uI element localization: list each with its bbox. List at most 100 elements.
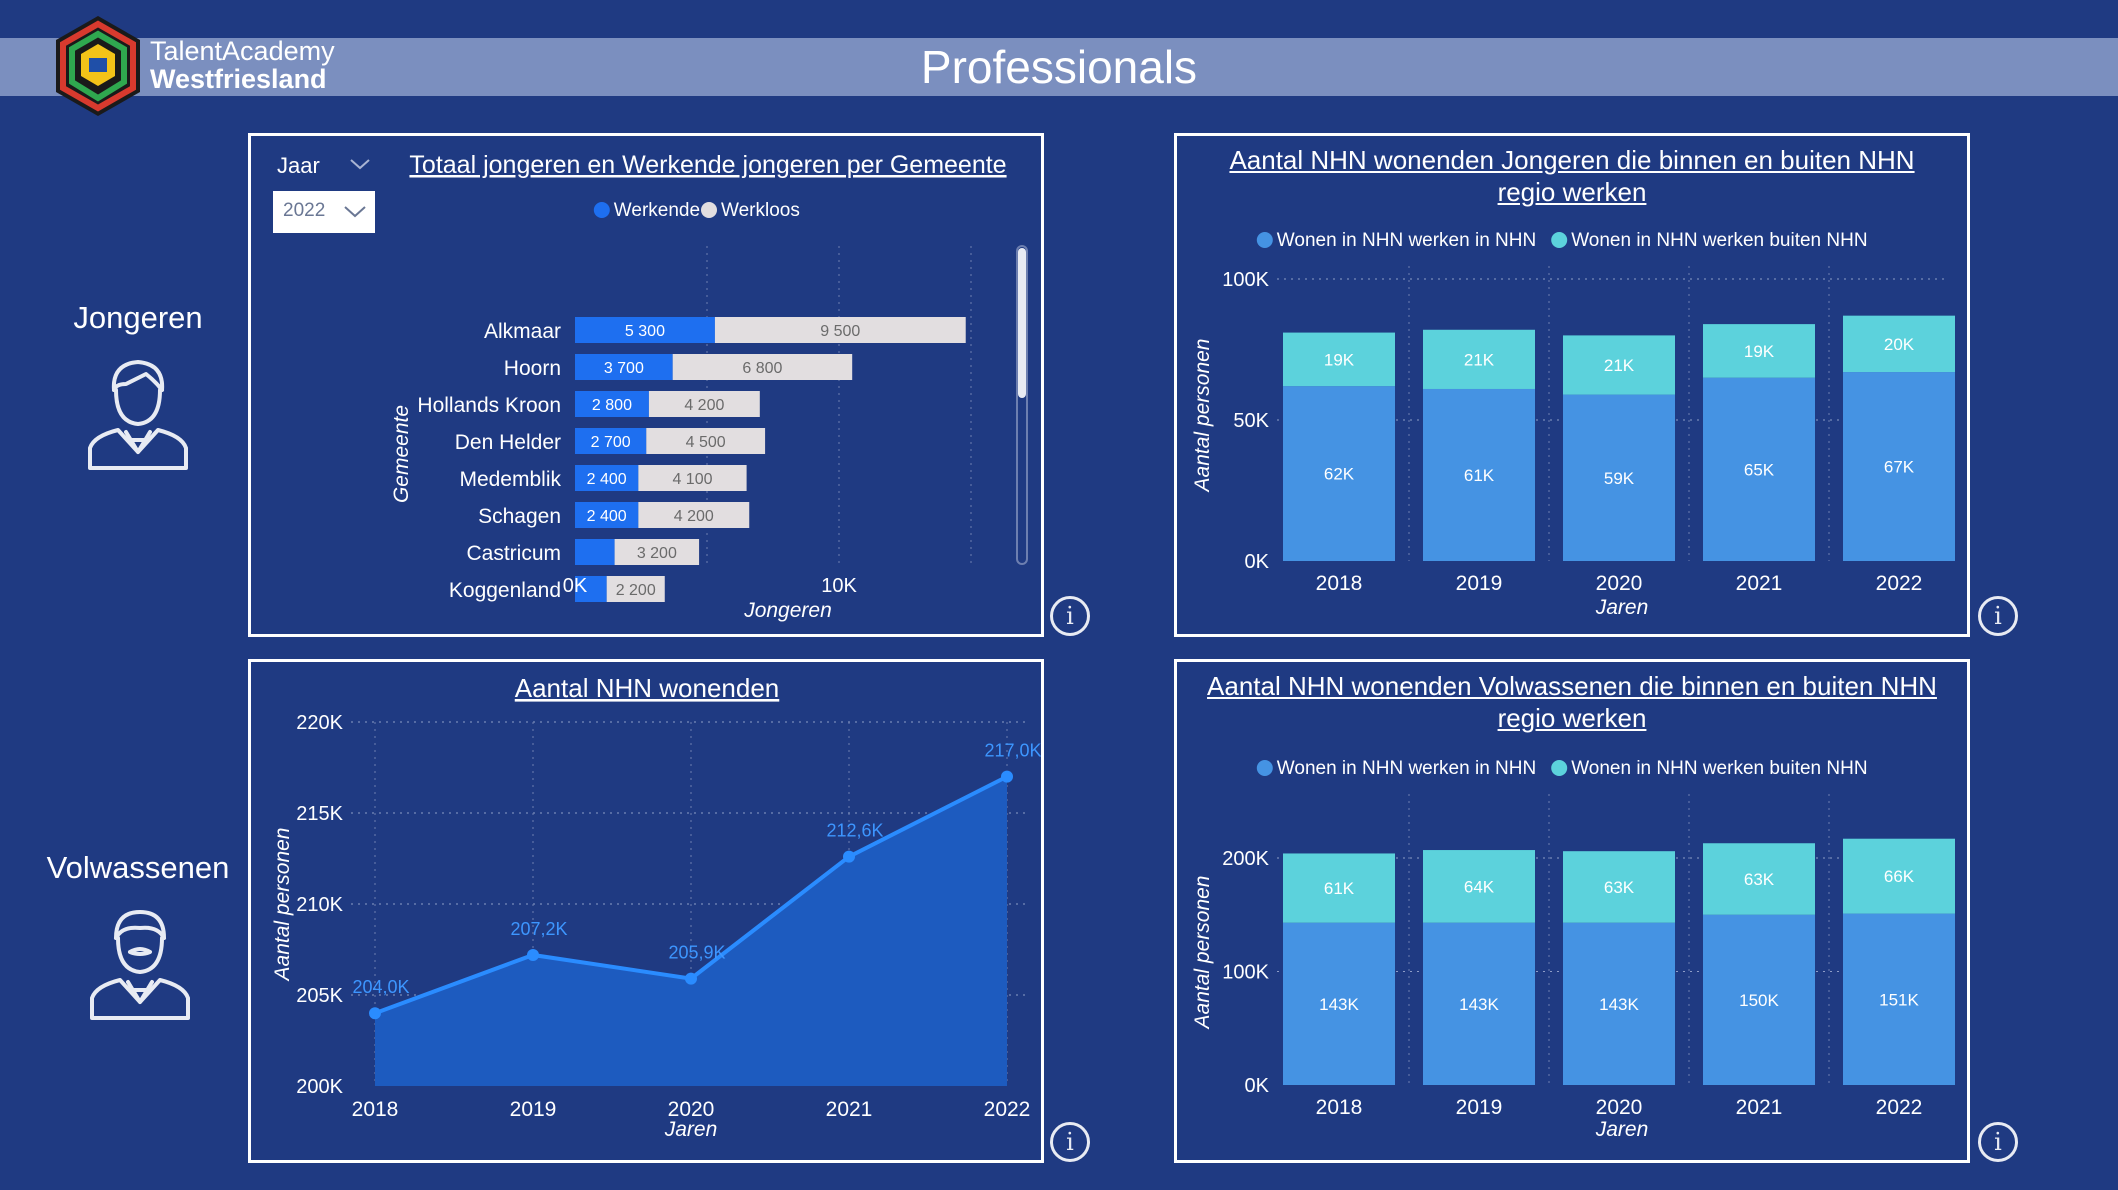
info-icon[interactable]: i (1978, 596, 2018, 636)
legend-entry[interactable]: Wonen in NHN werken buiten NHN (1571, 230, 1867, 251)
bar-werkende[interactable] (575, 354, 673, 380)
bar-werkende[interactable] (575, 576, 607, 602)
bar-work-in-nhn[interactable] (1423, 388, 1535, 561)
y-tick-label: 50K (1233, 410, 1269, 432)
bar-work-in-nhn[interactable] (1563, 394, 1675, 561)
data-label: 61K (1324, 879, 1355, 898)
category-label: Castricum (466, 542, 561, 565)
bar-werkende[interactable] (575, 317, 715, 343)
data-label: 61K (1464, 466, 1495, 485)
bar-werkende[interactable] (575, 465, 639, 491)
bar-work-outside-nhn[interactable] (1703, 843, 1815, 915)
y-tick-label: 210K (296, 894, 343, 916)
panel-youth-region-work: Aantal NHN wonenden Jongeren die binnen … (1174, 133, 1970, 637)
legend-entry[interactable]: Wonen in NHN werken in NHN (1277, 758, 1536, 779)
bar-work-in-nhn[interactable] (1843, 913, 1955, 1085)
legend-entry[interactable]: Werkende (614, 200, 700, 221)
bar-work-outside-nhn[interactable] (1423, 850, 1535, 923)
header-band (0, 38, 2118, 96)
year-slicer-dropdown[interactable]: 2022 (273, 191, 375, 233)
young-person-icon (88, 360, 188, 470)
x-axis-label: Jaren (664, 1118, 718, 1141)
category-label: Medemblik (459, 468, 561, 491)
category-label: Den Helder (455, 431, 561, 454)
chart-youth-region-work: Aantal NHN wonenden Jongeren die binnen … (1191, 145, 1955, 619)
bar-werkende[interactable] (575, 502, 639, 528)
bar-work-outside-nhn[interactable] (1843, 838, 1955, 914)
bar-work-outside-nhn[interactable] (1703, 324, 1815, 378)
x-tick-label: 0K (563, 575, 588, 597)
x-tick-label: 2018 (1316, 1096, 1363, 1119)
scrollbar-thumb[interactable] (1018, 248, 1026, 398)
bar-work-outside-nhn[interactable] (1843, 315, 1955, 373)
data-label: 4 200 (684, 397, 724, 414)
panel-adult-region-work: Aantal NHN wonenden Volwassenen die binn… (1174, 659, 1970, 1163)
bar-work-in-nhn[interactable] (1423, 922, 1535, 1085)
data-label: 205,9K (668, 943, 725, 963)
data-label: 21K (1604, 356, 1635, 375)
legend-marker (1256, 232, 1273, 248)
x-axis-label: Jongeren (743, 599, 832, 622)
category-label: Hollands Kroon (417, 394, 561, 417)
data-label: 64K (1464, 877, 1495, 896)
data-label: 19K (1324, 350, 1355, 369)
data-label: 143K (1599, 995, 1639, 1014)
y-tick-label: 100K (1222, 962, 1269, 984)
legend-entry[interactable]: Wonen in NHN werken buiten NHN (1571, 758, 1867, 779)
data-label: 66K (1884, 867, 1915, 886)
bar-work-in-nhn[interactable] (1283, 922, 1395, 1085)
legend-entry[interactable]: Werkloos (721, 200, 800, 221)
bar-work-in-nhn[interactable] (1563, 922, 1675, 1085)
bar-work-in-nhn[interactable] (1843, 372, 1955, 561)
bar-work-outside-nhn[interactable] (1283, 853, 1395, 923)
y-axis-label: Gemeente (390, 405, 413, 503)
legend-marker (1551, 760, 1568, 776)
info-icon[interactable]: i (1050, 596, 1090, 636)
bar-werkloos[interactable] (646, 428, 766, 454)
x-axis-label: Jaren (1595, 596, 1649, 619)
x-tick-label: 2020 (1596, 572, 1643, 595)
info-icon[interactable]: i (1050, 1122, 1090, 1162)
data-label: 63K (1604, 878, 1635, 897)
data-label: 2 400 (587, 471, 627, 488)
info-icon[interactable]: i (1978, 1122, 2018, 1162)
bar-werkloos[interactable] (672, 354, 853, 380)
data-point[interactable] (1001, 770, 1013, 783)
bar-work-outside-nhn[interactable] (1563, 851, 1675, 923)
chevron-down-icon (344, 206, 366, 218)
bar-work-in-nhn[interactable] (1283, 386, 1395, 561)
bar-werkloos[interactable] (606, 576, 665, 602)
bar-werkende[interactable] (575, 539, 615, 565)
data-point[interactable] (843, 850, 855, 863)
logo-icon (56, 16, 140, 116)
data-label: 5 300 (625, 323, 665, 340)
data-label: 3 700 (604, 360, 644, 377)
chart-title: Aantal NHN wonenden Jongeren die binnen … (1229, 145, 1915, 207)
data-point[interactable] (527, 948, 539, 961)
data-label: 204,0K (352, 977, 409, 997)
category-label: Schagen (478, 505, 561, 528)
data-point[interactable] (369, 1007, 381, 1020)
data-label: 143K (1459, 995, 1499, 1014)
bar-werkloos[interactable] (714, 317, 966, 343)
bar-werkloos[interactable] (614, 539, 700, 565)
category-label: Alkmaar (484, 320, 561, 343)
bar-work-outside-nhn[interactable] (1283, 332, 1395, 387)
legend-marker (1551, 232, 1568, 248)
bar-work-in-nhn[interactable] (1703, 377, 1815, 561)
data-point[interactable] (685, 972, 697, 985)
bar-werkende[interactable] (575, 428, 647, 454)
bar-werkloos[interactable] (648, 391, 760, 417)
legend-entry[interactable]: Wonen in NHN werken in NHN (1277, 230, 1536, 251)
y-tick-label: 215K (296, 803, 343, 825)
chevron-down-icon[interactable] (349, 158, 371, 172)
bar-work-outside-nhn[interactable] (1423, 329, 1535, 389)
bar-werkloos[interactable] (638, 465, 747, 491)
bar-werkende[interactable] (575, 391, 649, 417)
bar-work-in-nhn[interactable] (1703, 914, 1815, 1085)
bar-werkloos[interactable] (638, 502, 750, 528)
adult-person-icon (90, 910, 190, 1020)
bar-work-outside-nhn[interactable] (1563, 335, 1675, 395)
data-label: 63K (1744, 870, 1775, 889)
scrollbar-track[interactable] (1016, 245, 1028, 565)
